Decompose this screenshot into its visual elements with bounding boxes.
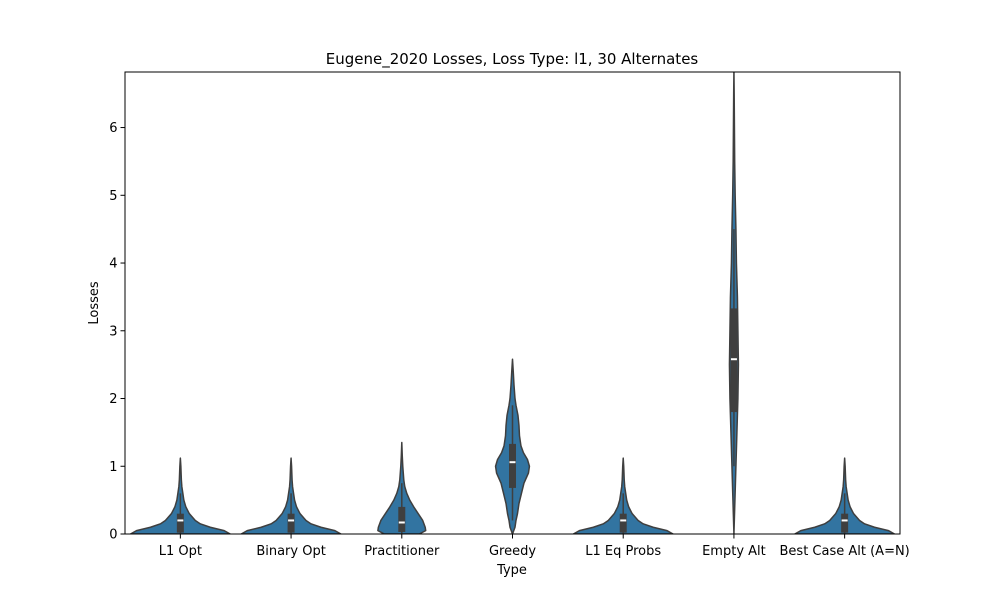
violin-1 <box>129 457 231 534</box>
violin-6 <box>728 72 740 534</box>
x-tick-label: Practitioner <box>364 544 440 559</box>
y-tick-label: 0 <box>109 528 117 543</box>
violin-iqr-box <box>619 513 627 533</box>
violin-5 <box>572 457 674 534</box>
x-tick-label: Empty Alt <box>702 544 766 559</box>
y-axis: 0 1 2 3 4 5 6 <box>109 121 125 543</box>
plot-frame <box>124 71 901 535</box>
y-tick-label: 5 <box>109 189 117 204</box>
x-tick-label: L1 Opt <box>159 544 202 559</box>
x-tick-label: Best Case Alt (A=N) <box>780 544 910 559</box>
x-axis: L1 Opt Binary Opt Practitioner Greedy L1 Eq … <box>159 534 910 559</box>
x-tick-label: L1 Eq Probs <box>585 544 661 559</box>
y-tick-label: 2 <box>109 392 117 407</box>
y-axis-label: Losses <box>87 281 102 325</box>
x-tick-label: Greedy <box>489 544 536 559</box>
violin-iqr-box <box>176 513 184 533</box>
y-tick-label: 4 <box>109 257 117 272</box>
violin-4 <box>494 358 531 534</box>
violin-iqr-box <box>509 443 516 488</box>
violins-group <box>129 72 896 534</box>
violin-3 <box>377 441 427 534</box>
y-tick-label: 1 <box>109 460 117 475</box>
violin-iqr-box <box>841 513 849 533</box>
chart-title: Eugene_2020 Losses, Loss Type: l1, 30 Al… <box>326 50 699 69</box>
y-tick-label: 3 <box>109 324 117 339</box>
violin-2 <box>240 457 342 534</box>
violin-iqr-box <box>287 513 295 533</box>
violin-iqr-box <box>730 308 738 413</box>
violin-7 <box>794 457 896 534</box>
x-axis-label: Type <box>496 563 527 578</box>
violin-iqr-box <box>398 506 406 532</box>
x-tick-label: Binary Opt <box>256 544 326 559</box>
y-tick-label: 6 <box>109 121 117 136</box>
